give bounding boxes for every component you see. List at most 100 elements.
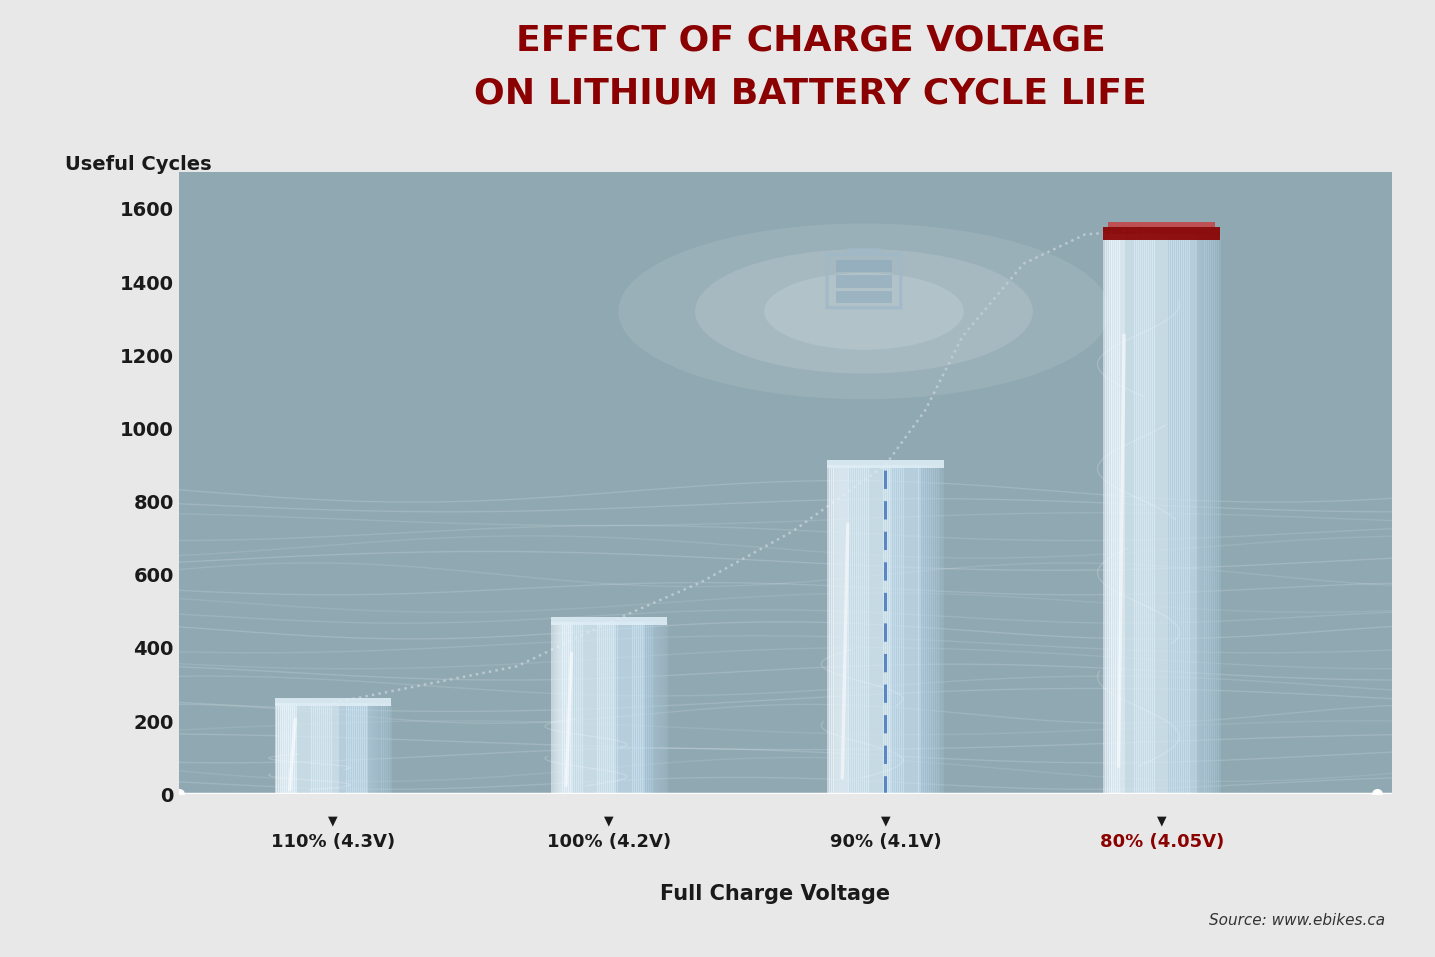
Bar [1122,234,1125,794]
Bar [359,702,360,794]
Bar [301,702,304,794]
Bar [600,622,603,794]
Bar [387,702,390,794]
Bar [1207,234,1210,794]
Bar [304,702,306,794]
Bar [1121,234,1124,794]
Bar [280,702,283,794]
Bar [319,702,321,794]
Bar [634,622,637,794]
Bar [1203,234,1205,794]
Bar [1144,234,1147,794]
Bar [594,622,596,794]
Bar [862,465,865,794]
Bar [905,465,907,794]
Bar [1109,234,1112,794]
Bar [590,622,593,794]
Bar [1170,234,1172,794]
Bar [938,465,940,794]
Bar [1201,234,1203,794]
Bar [286,702,288,794]
Bar [878,465,880,794]
Bar [1174,234,1175,794]
Bar [382,702,385,794]
Bar [865,465,868,794]
Bar [561,622,563,794]
Bar [567,622,568,794]
Bar [870,465,872,794]
Bar [1180,234,1182,794]
Bar [1132,234,1135,794]
Bar [306,702,309,794]
Bar [386,702,387,794]
Bar [1104,227,1220,239]
Bar [1197,234,1200,794]
Bar [331,702,333,794]
Bar [920,465,923,794]
Bar [339,702,342,794]
Bar [903,465,905,794]
Ellipse shape [695,249,1033,373]
Bar [918,465,921,794]
Bar [890,465,893,794]
Bar [1187,234,1190,794]
Bar [570,622,573,794]
Bar [1141,234,1142,794]
Bar [911,465,913,794]
Bar [872,465,874,794]
Bar [607,622,610,794]
Bar [1190,234,1191,794]
Bar [294,702,297,794]
Bar [651,622,654,794]
Bar [663,622,666,794]
Bar [633,622,636,794]
Bar [913,465,916,794]
Bar [379,702,382,794]
Bar [344,702,347,794]
Bar [1210,234,1213,794]
Bar [1108,222,1215,228]
Bar [290,702,293,794]
Bar [618,622,621,794]
Bar [839,465,841,794]
Bar [1154,234,1157,794]
Bar [656,622,659,794]
Bar [837,276,891,287]
Bar [936,465,938,794]
Bar [900,465,901,794]
Bar [908,465,911,794]
Bar [1105,234,1108,794]
Bar [298,702,300,794]
Bar [1215,234,1218,794]
Bar [366,702,369,794]
Bar [857,465,858,794]
Bar [629,622,631,794]
Bar [564,622,567,794]
Bar [1119,234,1122,794]
Bar [891,465,894,794]
Bar [914,465,917,794]
Bar [827,459,944,468]
Bar [864,465,867,794]
Bar [1135,234,1137,794]
Bar [373,702,376,794]
Bar [1152,234,1155,794]
Bar [831,465,834,794]
Bar [854,465,857,794]
Bar [841,465,844,794]
Bar [277,702,278,794]
Bar [1177,234,1180,794]
Bar [343,702,346,794]
Bar [321,702,324,794]
Bar [601,622,604,794]
Bar [1182,234,1185,794]
Bar [657,622,660,794]
Bar [364,702,366,794]
Text: EFFECT OF CHARGE VOLTAGE: EFFECT OF CHARGE VOLTAGE [517,24,1105,58]
Bar [611,622,614,794]
Bar [288,702,291,794]
Bar [1148,234,1151,794]
Bar [1191,234,1194,794]
Bar [613,622,616,794]
Bar [868,465,871,794]
